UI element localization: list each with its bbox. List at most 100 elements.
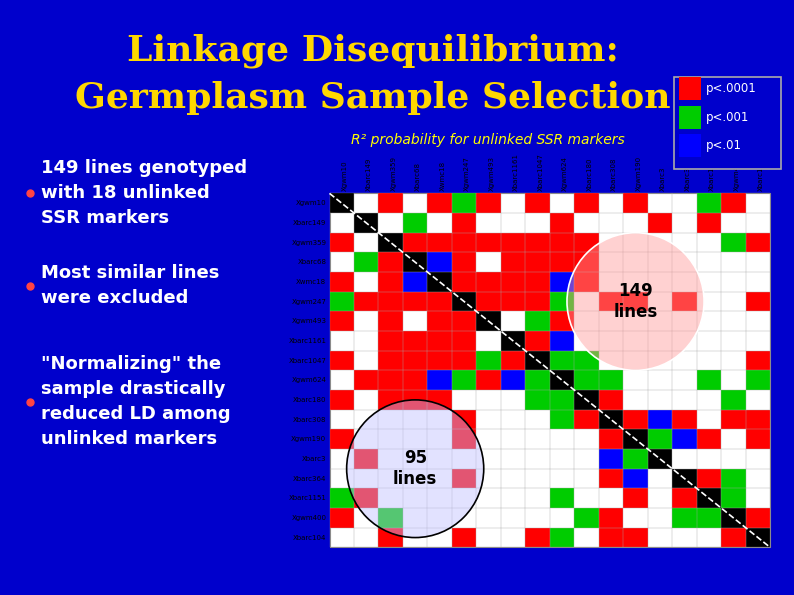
FancyBboxPatch shape xyxy=(427,272,452,292)
FancyBboxPatch shape xyxy=(330,390,354,410)
Text: Xbarc180: Xbarc180 xyxy=(587,158,592,191)
FancyBboxPatch shape xyxy=(476,292,501,311)
Text: Xbarc1047: Xbarc1047 xyxy=(288,358,326,364)
FancyBboxPatch shape xyxy=(746,292,770,311)
FancyBboxPatch shape xyxy=(549,272,574,292)
FancyBboxPatch shape xyxy=(697,469,721,488)
FancyBboxPatch shape xyxy=(476,311,501,331)
FancyBboxPatch shape xyxy=(526,233,549,252)
FancyBboxPatch shape xyxy=(549,331,574,350)
FancyBboxPatch shape xyxy=(674,77,781,169)
FancyBboxPatch shape xyxy=(354,488,379,508)
FancyBboxPatch shape xyxy=(697,430,721,449)
FancyBboxPatch shape xyxy=(403,390,427,410)
FancyBboxPatch shape xyxy=(746,370,770,390)
Text: p<.001: p<.001 xyxy=(706,111,750,124)
FancyBboxPatch shape xyxy=(697,193,721,213)
Text: Xwmc18: Xwmc18 xyxy=(296,279,326,285)
FancyBboxPatch shape xyxy=(721,193,746,213)
FancyBboxPatch shape xyxy=(379,390,403,410)
FancyBboxPatch shape xyxy=(746,528,770,547)
Text: Xgwm624: Xgwm624 xyxy=(562,156,568,191)
FancyBboxPatch shape xyxy=(403,331,427,350)
FancyBboxPatch shape xyxy=(501,233,526,252)
Text: Xgwm359: Xgwm359 xyxy=(391,156,397,191)
FancyBboxPatch shape xyxy=(427,233,452,252)
FancyBboxPatch shape xyxy=(746,508,770,528)
FancyBboxPatch shape xyxy=(526,390,549,410)
FancyBboxPatch shape xyxy=(427,370,452,390)
FancyBboxPatch shape xyxy=(721,508,746,528)
FancyBboxPatch shape xyxy=(330,193,770,547)
FancyBboxPatch shape xyxy=(452,350,476,370)
FancyBboxPatch shape xyxy=(379,370,403,390)
FancyBboxPatch shape xyxy=(354,449,379,469)
FancyBboxPatch shape xyxy=(452,193,476,213)
FancyBboxPatch shape xyxy=(721,390,746,410)
Text: Xgwm10: Xgwm10 xyxy=(295,200,326,206)
FancyBboxPatch shape xyxy=(574,193,599,213)
FancyBboxPatch shape xyxy=(330,350,354,370)
FancyBboxPatch shape xyxy=(403,272,427,292)
FancyBboxPatch shape xyxy=(330,311,354,331)
FancyBboxPatch shape xyxy=(697,508,721,528)
FancyBboxPatch shape xyxy=(623,488,648,508)
FancyBboxPatch shape xyxy=(427,292,452,311)
FancyBboxPatch shape xyxy=(549,488,574,508)
FancyBboxPatch shape xyxy=(427,311,452,331)
FancyBboxPatch shape xyxy=(623,430,648,449)
FancyBboxPatch shape xyxy=(403,233,427,252)
FancyBboxPatch shape xyxy=(526,370,549,390)
FancyBboxPatch shape xyxy=(452,528,476,547)
FancyBboxPatch shape xyxy=(549,390,574,410)
FancyBboxPatch shape xyxy=(746,410,770,430)
Text: Xbarc308: Xbarc308 xyxy=(611,158,617,191)
FancyBboxPatch shape xyxy=(697,488,721,508)
FancyBboxPatch shape xyxy=(599,528,623,547)
FancyBboxPatch shape xyxy=(354,213,379,233)
FancyBboxPatch shape xyxy=(574,508,599,528)
FancyBboxPatch shape xyxy=(673,488,697,508)
FancyBboxPatch shape xyxy=(574,370,599,390)
FancyBboxPatch shape xyxy=(452,213,476,233)
Ellipse shape xyxy=(347,400,484,537)
FancyBboxPatch shape xyxy=(526,292,549,311)
Text: R² probability for unlinked SSR markers: R² probability for unlinked SSR markers xyxy=(352,133,625,147)
FancyBboxPatch shape xyxy=(721,233,746,252)
Text: Xgwm359: Xgwm359 xyxy=(291,240,326,246)
Text: Xbarc1047: Xbarc1047 xyxy=(538,153,544,191)
FancyBboxPatch shape xyxy=(379,193,403,213)
Text: Xgwm247: Xgwm247 xyxy=(291,299,326,305)
FancyBboxPatch shape xyxy=(623,292,648,311)
FancyBboxPatch shape xyxy=(673,508,697,528)
Text: Xbarc308: Xbarc308 xyxy=(293,416,326,422)
FancyBboxPatch shape xyxy=(673,410,697,430)
FancyBboxPatch shape xyxy=(330,292,354,311)
Text: Xgwm190: Xgwm190 xyxy=(635,156,642,191)
Text: Xbarc149: Xbarc149 xyxy=(366,158,372,191)
FancyBboxPatch shape xyxy=(501,331,526,350)
Text: Xgwm493: Xgwm493 xyxy=(488,156,495,191)
FancyBboxPatch shape xyxy=(452,469,476,488)
FancyBboxPatch shape xyxy=(501,272,526,292)
FancyBboxPatch shape xyxy=(501,292,526,311)
Text: Linkage Disequilibrium:: Linkage Disequilibrium: xyxy=(127,33,619,68)
Text: Xbarc1161: Xbarc1161 xyxy=(513,153,519,191)
FancyBboxPatch shape xyxy=(403,252,427,272)
FancyBboxPatch shape xyxy=(648,410,673,430)
FancyBboxPatch shape xyxy=(379,528,403,547)
FancyBboxPatch shape xyxy=(526,528,549,547)
FancyBboxPatch shape xyxy=(476,233,501,252)
FancyBboxPatch shape xyxy=(330,272,354,292)
FancyBboxPatch shape xyxy=(403,213,427,233)
FancyBboxPatch shape xyxy=(403,350,427,370)
FancyBboxPatch shape xyxy=(549,292,574,311)
FancyBboxPatch shape xyxy=(574,233,599,252)
Text: Xbarc3: Xbarc3 xyxy=(660,167,666,191)
FancyBboxPatch shape xyxy=(476,193,501,213)
FancyBboxPatch shape xyxy=(599,390,623,410)
FancyBboxPatch shape xyxy=(476,350,501,370)
FancyBboxPatch shape xyxy=(623,469,648,488)
FancyBboxPatch shape xyxy=(721,469,746,488)
FancyBboxPatch shape xyxy=(427,331,452,350)
